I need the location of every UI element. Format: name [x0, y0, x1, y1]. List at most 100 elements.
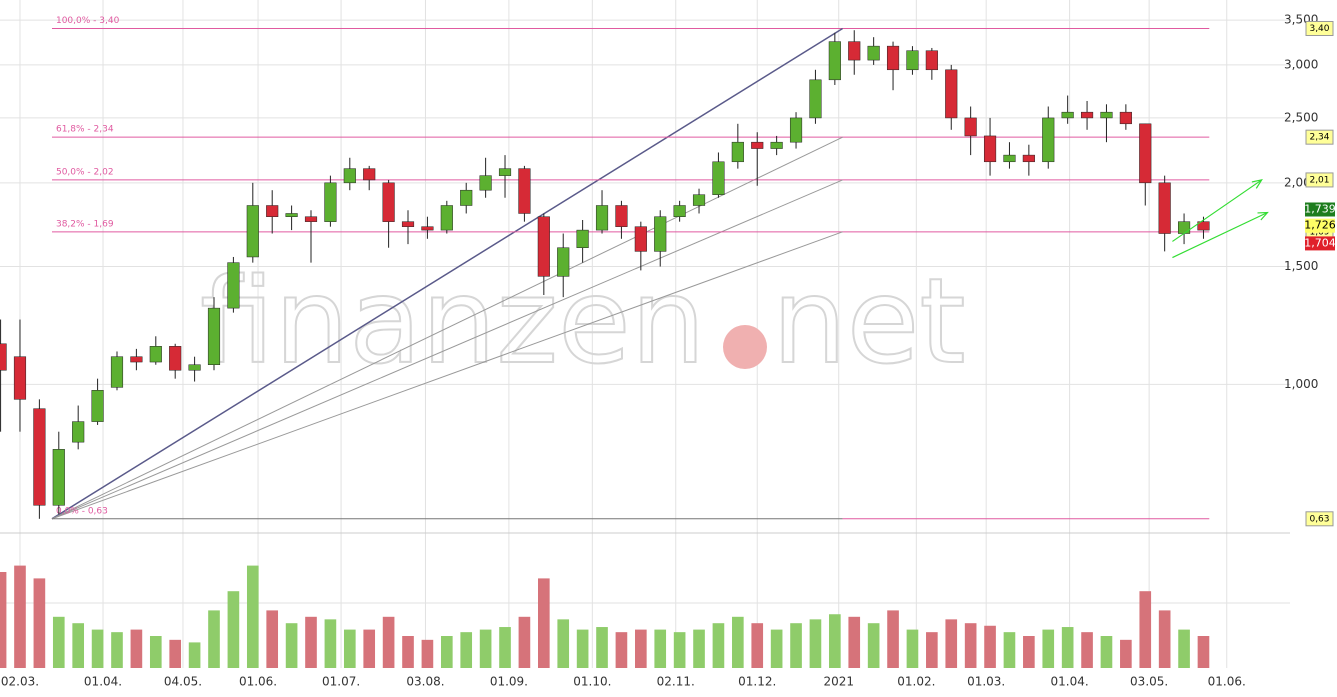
volume-bar [1100, 636, 1113, 668]
candle-body [479, 175, 492, 191]
volume-bar [576, 629, 589, 668]
volume-bar [227, 591, 240, 668]
x-tick-label: 01.10. [573, 675, 611, 689]
volume-bar [557, 619, 570, 668]
fib-tag: 0,63 [1305, 511, 1334, 527]
fib-tag-box [1305, 129, 1334, 145]
trendline [1172, 179, 1263, 242]
watermark-dot [723, 325, 767, 369]
candle-body [421, 226, 434, 231]
volume-bar [654, 629, 667, 668]
volume-bar [1158, 610, 1171, 668]
fib-fan-line [51, 136, 843, 520]
trendline-arrowhead [1257, 211, 1269, 221]
candle-body [363, 168, 376, 181]
candle-body [33, 408, 46, 506]
candle-body [460, 189, 473, 206]
candle-body [1061, 111, 1074, 119]
x-tick-label: 01.06. [239, 675, 277, 689]
candle-body [1022, 154, 1035, 163]
candle-body [1100, 111, 1113, 119]
fib-label: 38,2% - 1,69 [56, 219, 114, 229]
volume-bar [343, 629, 356, 668]
volume-bar [130, 629, 143, 668]
candle-body [1003, 154, 1016, 163]
x-tick-label: 01.07. [322, 675, 360, 689]
candle-body [498, 168, 512, 176]
fib-tag: 2,01 [1305, 172, 1334, 188]
volume-bar [149, 636, 162, 668]
volume-bar [324, 619, 337, 668]
candle-body [227, 262, 240, 309]
x-tick-label: 04.05. [164, 675, 202, 689]
volume-bar [751, 623, 764, 668]
volume-bar [266, 610, 279, 668]
volume-bar [1061, 627, 1074, 668]
price-tag-label: 1,726 [1304, 219, 1336, 232]
volume-bar [538, 578, 550, 668]
x-tick-label: 01.06. [1208, 675, 1246, 689]
volume-bar [1023, 636, 1035, 668]
volume-bar [0, 572, 7, 668]
volume-bar [887, 610, 899, 668]
fib-fan-line [51, 231, 843, 520]
candle-body [809, 79, 822, 119]
candle-body [188, 364, 201, 371]
volume-bar [809, 619, 822, 668]
volume-bar [945, 619, 958, 668]
candle-body [945, 69, 958, 119]
candle-body [770, 141, 783, 149]
volume-bar [499, 627, 511, 668]
fib-tag-box [1305, 172, 1334, 188]
watermark: finanzen net [199, 251, 967, 391]
fib-tag-box [1305, 20, 1334, 36]
volume-bar [964, 623, 977, 668]
x-tick-label: 01.02. [897, 675, 935, 689]
candle-body [673, 205, 686, 217]
volume-bar [111, 632, 123, 668]
candle-body [0, 343, 7, 371]
fib-label: 0,0% - 0,63 [56, 506, 108, 516]
volume-bar [285, 623, 298, 668]
candle-body [654, 216, 667, 252]
candle-body [130, 356, 143, 363]
candle-body [964, 117, 977, 137]
price-tag-label: 1,704 [1304, 236, 1336, 249]
volume-bar [712, 623, 725, 668]
candle-body [72, 421, 85, 443]
fib-tag-label: 2,01 [1309, 175, 1329, 185]
candle-body [518, 168, 531, 214]
candle-body [324, 182, 337, 222]
candle-body [557, 247, 570, 277]
volume-bar [305, 616, 317, 668]
volume-bar [208, 610, 220, 668]
candle-body [304, 216, 318, 222]
fib-tag: 3,40 [1305, 20, 1334, 36]
x-tick-label: 01.12. [738, 675, 776, 689]
fib-fan-line [51, 179, 843, 520]
x-tick-label: 01.04. [84, 675, 122, 689]
y-tick-label: 3,000 [1284, 57, 1318, 71]
volume-bar [1003, 632, 1016, 668]
volume-bar [91, 629, 104, 668]
candle-body [343, 168, 356, 184]
price-tag-label: 1,739 [1304, 202, 1336, 215]
price-tag-box [1305, 202, 1335, 217]
fib-tag: 2,34 [1305, 129, 1334, 145]
candle-body [382, 182, 395, 222]
candle-body [615, 205, 628, 227]
trendline [1172, 211, 1268, 259]
trendline-arrowhead [1251, 179, 1263, 189]
volume-bar [635, 629, 647, 668]
candle-body [867, 45, 880, 61]
price-tag-box [1305, 236, 1335, 251]
volume-bar [906, 629, 919, 668]
volume-bar [33, 578, 46, 668]
fib-label: 61,8% - 2,34 [56, 125, 114, 135]
candle-body [440, 205, 453, 231]
candle-body [1080, 111, 1094, 119]
candle-body [712, 161, 725, 195]
candle-body [91, 390, 104, 422]
